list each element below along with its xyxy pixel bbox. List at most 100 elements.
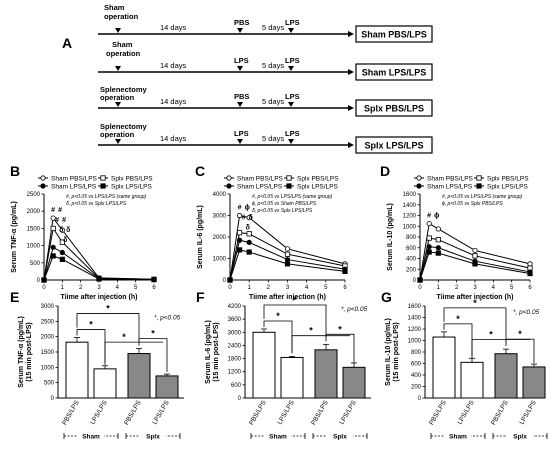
significance-note: #, p<0.05 vs LPS/LPS (same group) (252, 194, 333, 200)
bracket (104, 341, 163, 363)
y-tick-label: 600 (231, 383, 242, 389)
bar (460, 361, 484, 399)
x-tick-label: 2 (455, 285, 459, 291)
y-tick-label: 3000 (213, 214, 227, 220)
annotation-symbol: # (55, 217, 59, 224)
y-tick-label: 1400 (403, 203, 417, 209)
event-marker (115, 139, 121, 144)
arrow-head (348, 142, 354, 148)
y-tick-label: 1800 (228, 357, 242, 363)
significance-legend: *, p<0.05 (154, 315, 181, 322)
y-tick-label: 2400 (228, 343, 242, 349)
y-axis-title: Serum IL-10 (pg/mL) (387, 203, 394, 271)
event-marker (237, 66, 243, 71)
annotation-symbol: ϕ (434, 213, 439, 220)
end-label: LPS (285, 92, 300, 101)
data-point (342, 268, 348, 275)
data-point (236, 237, 243, 243)
legend-entry: Splx LPS/LPS (297, 183, 338, 190)
y-tick-label: 1600 (408, 304, 422, 310)
significance-star: * (106, 304, 110, 314)
data-point (151, 277, 157, 283)
significance-star: * (518, 329, 522, 339)
significance-star: * (293, 295, 297, 305)
y-tick-label: 1500 (41, 350, 55, 356)
series (41, 215, 157, 283)
y-axis-subtitle: (15 min post-LPS) (393, 322, 400, 382)
x-tick-label: 3 (286, 285, 290, 291)
group-box-label: Splx PBS/LPS (364, 104, 424, 114)
bracket (471, 339, 530, 357)
significance-star: * (89, 320, 93, 330)
group-label-bg (327, 431, 353, 440)
annotation-symbol: # (62, 217, 66, 224)
y-tick-label: 0 (51, 396, 55, 402)
legend-entry: Splx PBS/LPS (111, 175, 153, 182)
data-point (527, 270, 533, 277)
data-point (236, 230, 243, 236)
annotation-symbol: δ (66, 227, 70, 234)
data-point (435, 226, 441, 232)
y-tick-label: 600 (411, 362, 422, 368)
y-tick-label: 0 (413, 278, 417, 284)
legend-entry: Sham PBS/LPS (51, 175, 98, 182)
legend: Sham PBS/LPS Splx PBS/LPS Sham LPS/LPS Splx… (414, 175, 529, 190)
series (417, 220, 533, 283)
days-label: 14 days (160, 134, 187, 143)
data-point (246, 249, 252, 255)
x-tick-label: 0 (418, 285, 422, 291)
bar (65, 341, 89, 399)
data-point (59, 239, 65, 245)
data-point (50, 215, 56, 221)
annotation-symbol: # (238, 205, 242, 212)
y-tick-label: 1200 (228, 370, 242, 376)
data-point (472, 261, 478, 267)
start-label: Splenectomy (100, 85, 148, 94)
data-point (246, 215, 252, 221)
group-box (355, 136, 433, 154)
category-label: PBS/LPS (123, 399, 143, 427)
data-point (96, 276, 102, 282)
annotation-symbol: δ (63, 237, 67, 244)
legend-entry: Splx PBS/LPS (297, 175, 339, 182)
annotation-symbol: # (51, 207, 55, 214)
data-point (472, 247, 478, 254)
data-point (435, 245, 441, 251)
significance-star: * (456, 314, 460, 324)
y-tick-label: 2000 (27, 209, 41, 215)
group-box-label: Splx LPS/LPS (364, 141, 423, 151)
bar-chart-f: F 0 600 1200 1800 2400 3000 3600 4200 Serum IL-6 … (196, 289, 371, 441)
group-label-bg (78, 431, 104, 440)
x-tick-label: 5 (510, 285, 514, 291)
bar (342, 366, 366, 399)
legend-entry: Sham LPS/LPS (237, 183, 283, 190)
event-marker (115, 102, 121, 107)
y-tick-label: 2000 (41, 335, 55, 341)
start-label: operation (106, 49, 141, 58)
annotation-symbol: δ (246, 225, 250, 232)
event-marker (115, 28, 121, 33)
mid-label: PBS (234, 92, 249, 101)
panel-letter-a: A (62, 35, 72, 51)
data-point (246, 239, 252, 245)
data-point (286, 175, 292, 181)
y-tick-label: 1000 (41, 365, 55, 371)
group-label: Sham (449, 434, 467, 441)
annotation-symbol: δ (249, 215, 253, 222)
y-tick-label: 2500 (27, 192, 41, 198)
x-tick-label: 6 (343, 285, 347, 291)
data-point (286, 183, 292, 189)
y-tick-label: 3000 (228, 330, 242, 336)
group-label-bg (140, 431, 166, 440)
significance-star: * (276, 311, 280, 321)
x-tick-label: 2 (79, 285, 83, 291)
group-label-bg (445, 431, 471, 440)
category-label: LPS/LPS (89, 399, 109, 426)
significance-note: δ, p<0.05 vs Splx LPS/LPS (252, 208, 313, 214)
data-point (227, 277, 233, 283)
